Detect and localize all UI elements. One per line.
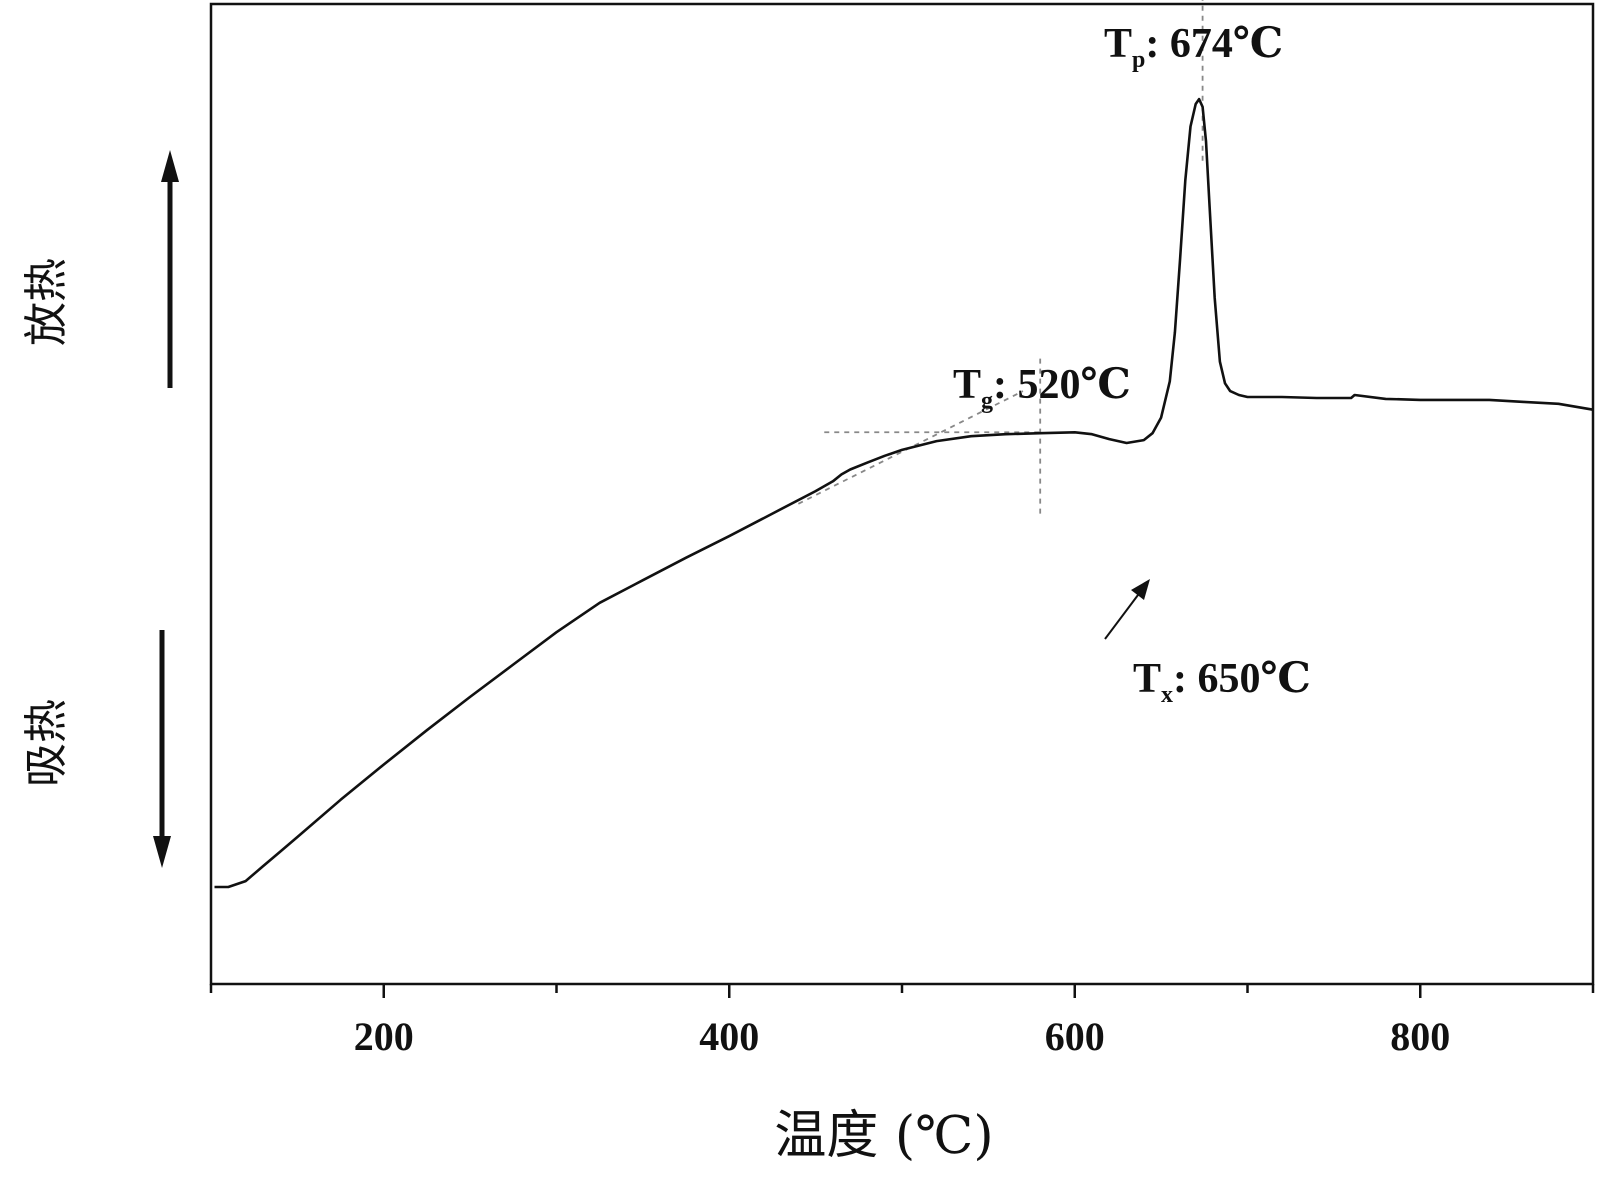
x-tick-label: 600 (1045, 1014, 1105, 1059)
tx-pointer-arrow (1105, 579, 1150, 639)
x-axis-title: 温度 (℃) (774, 1106, 993, 1166)
x-tick-label: 200 (354, 1014, 414, 1059)
reference-lines (798, 0, 1202, 514)
endotherm-label: 吸热 (21, 699, 72, 787)
annotation-tp: Tp: 674℃ (1104, 21, 1283, 73)
annotation-tx: Tx: 650℃ (1133, 656, 1311, 708)
x-tick-label: 400 (699, 1014, 759, 1059)
x-tick-label: 800 (1390, 1014, 1450, 1059)
series-line-0 (215, 99, 1594, 887)
exotherm-label: 放热 (21, 258, 72, 346)
endotherm-down-arrow (153, 630, 171, 868)
series-group (215, 99, 1594, 887)
x-ticks: 200 400 600 800 (211, 984, 1593, 1059)
exotherm-up-arrow (161, 150, 179, 388)
plot-frame (211, 4, 1593, 984)
annotation-tg: Tg: 520℃ (953, 362, 1131, 414)
